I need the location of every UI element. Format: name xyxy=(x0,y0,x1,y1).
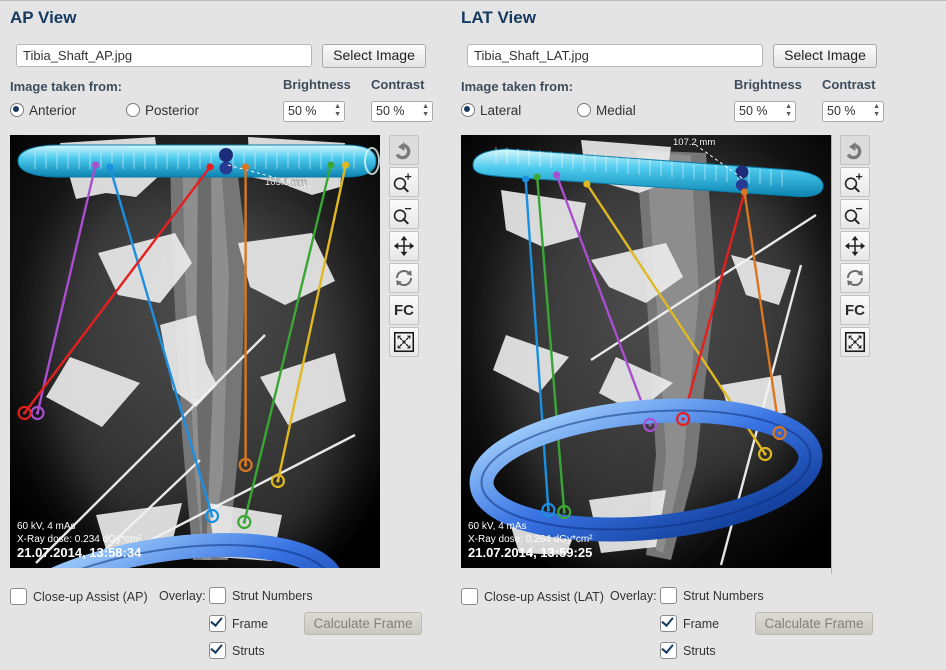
svg-text:107.2 mm: 107.2 mm xyxy=(673,137,715,148)
svg-text:21.07.2014, 13:59:25: 21.07.2014, 13:59:25 xyxy=(468,545,592,560)
svg-text:60 kV, 4 mAs: 60 kV, 4 mAs xyxy=(468,521,527,532)
svg-text:X-Ray dose: 0.234 dGy*cm²: X-Ray dose: 0.234 dGy*cm² xyxy=(17,534,142,545)
svg-text:105.1 mm: 105.1 mm xyxy=(265,177,307,188)
svg-text:60 kV, 4 mAs: 60 kV, 4 mAs xyxy=(17,521,76,532)
svg-text:X-Ray dose: 0.264 dGy*cm²: X-Ray dose: 0.264 dGy*cm² xyxy=(468,534,593,545)
svg-text:21.07.2014, 13:58:34: 21.07.2014, 13:58:34 xyxy=(17,545,142,560)
